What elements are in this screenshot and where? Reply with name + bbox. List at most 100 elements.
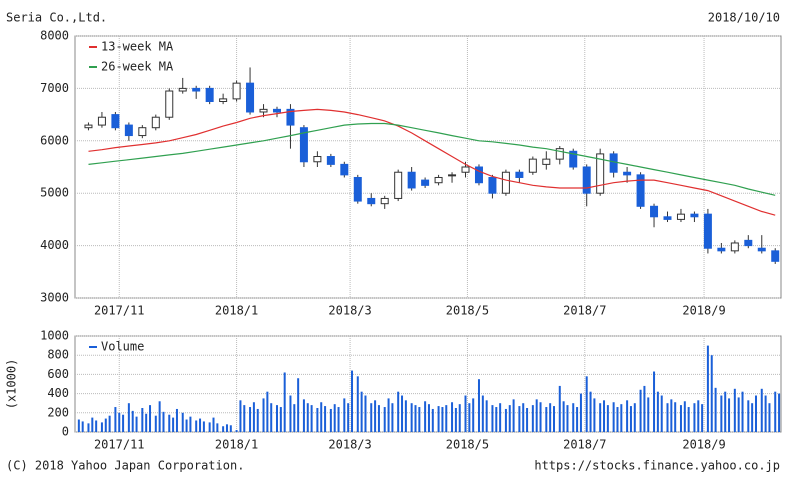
volume-bar [747, 400, 750, 432]
candle-body [138, 127, 147, 137]
volume-bar [464, 395, 467, 432]
volume-bar [81, 421, 84, 432]
volume-bar [629, 406, 632, 432]
volume-bar [216, 423, 219, 432]
volume-bar [127, 403, 130, 432]
y-tick-label: 800 [47, 348, 69, 362]
moving-average-line [88, 108, 776, 216]
volume-bar [131, 410, 134, 432]
volume-bar [706, 345, 709, 432]
legend-label: 13-week MA [101, 40, 174, 54]
volume-bar [512, 399, 515, 432]
x-tick-label: 2017/11 [94, 438, 145, 452]
candle-body [178, 87, 187, 92]
volume-bar [175, 408, 178, 432]
volume-bar [252, 402, 255, 432]
volume-bar [526, 408, 529, 432]
plot-area [74, 35, 782, 299]
volume-bar [454, 408, 457, 432]
candle-body [407, 171, 416, 189]
candle-body [771, 250, 780, 262]
volume-bar [603, 400, 606, 432]
volume-bar [518, 406, 521, 432]
volume-bar [764, 395, 767, 432]
volume-bar [149, 405, 152, 432]
volume-bar [181, 412, 184, 432]
volume-bar [579, 393, 582, 432]
volume-bar [333, 404, 336, 432]
volume-bar [249, 407, 252, 432]
x-tick-label: 2018/1 [215, 438, 258, 452]
volume-bar [714, 387, 717, 432]
volume-bar [508, 405, 511, 432]
candle-body [367, 197, 376, 205]
volume-bar [612, 402, 615, 432]
volume-bar [599, 403, 602, 432]
volume-bar [674, 402, 677, 432]
volume-bar [666, 403, 669, 432]
candle-body [596, 153, 605, 194]
volume-bar [351, 370, 354, 432]
volume-bar [329, 408, 332, 432]
volume-bar [670, 399, 673, 432]
volume-bar [431, 408, 434, 432]
x-tick-label: 2018/7 [563, 438, 606, 452]
volume-bar [778, 393, 781, 432]
candle-body [501, 171, 510, 194]
volume-bar [360, 391, 363, 432]
volume-bar [122, 414, 125, 432]
candle-body [151, 116, 160, 129]
volume-bar [620, 404, 623, 432]
candle-body [757, 247, 766, 252]
y-tick-label: 7000 [40, 81, 69, 95]
volume-bar [427, 404, 430, 432]
candle-body [528, 158, 537, 173]
volume-bar [639, 389, 642, 432]
candle-body [623, 171, 632, 176]
volume-bar [239, 400, 242, 432]
volume-bar [472, 398, 475, 432]
candle-body [515, 171, 524, 178]
volume-bar [760, 388, 763, 432]
x-tick-label: 2018/1 [215, 304, 258, 318]
candle-body [205, 87, 214, 103]
y-tick-label: 8000 [40, 29, 69, 43]
volume-bar [256, 408, 259, 432]
volume-bar [262, 398, 265, 432]
volume-bar [377, 405, 380, 432]
volume-bar [531, 405, 534, 432]
volume-bar [370, 403, 373, 432]
volume-bar [320, 402, 323, 432]
volume-bar [481, 395, 484, 432]
candle-body [394, 171, 403, 199]
source-url: https://stocks.finance.yahoo.co.jp [534, 459, 780, 473]
candle-body [663, 216, 672, 220]
volume-bar [391, 403, 394, 432]
candle-body [474, 166, 483, 184]
volume-bar [189, 416, 192, 432]
volume-bar [172, 417, 175, 432]
volume-bar [522, 403, 525, 432]
volume-bar [418, 407, 421, 432]
candle-body [272, 108, 281, 113]
volume-bar [77, 419, 80, 432]
volume-bar [306, 403, 309, 432]
candle-body [448, 174, 457, 177]
candle-body [232, 82, 241, 100]
volume-bar [424, 401, 427, 432]
volume-bar [572, 403, 575, 432]
volume-bar [243, 405, 246, 432]
volume-bar [468, 403, 471, 432]
volume-bar [212, 417, 215, 432]
volume-bar [283, 372, 286, 432]
volume-bar [589, 391, 592, 432]
y-axis-label: (x1000) [5, 359, 19, 410]
volume-bar [275, 405, 278, 432]
volume-bar [302, 399, 305, 432]
volume-bar [154, 415, 157, 432]
volume-bar [185, 419, 188, 432]
volume-bar [679, 405, 682, 432]
volume-bar [410, 403, 413, 432]
volume-bar [545, 407, 548, 432]
